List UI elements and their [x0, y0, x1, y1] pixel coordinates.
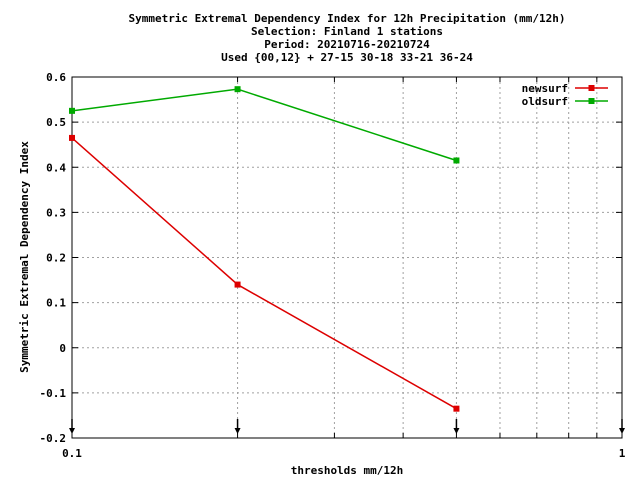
threshold-markers — [69, 419, 625, 434]
legend-entry-newsurf: newsurf — [522, 82, 608, 95]
legend-marker — [588, 98, 595, 104]
series-line-oldsurf — [71, 88, 457, 162]
x-axis: 0.1 1 — [62, 77, 626, 460]
y-tick-label: 0.5 — [46, 116, 66, 129]
series-line-newsurf — [71, 137, 457, 410]
legend-label: oldsurf — [522, 95, 568, 108]
data-point-oldsurf — [453, 157, 460, 164]
x-tick-label: 0.1 — [62, 447, 82, 460]
legend-entry-oldsurf: oldsurf — [522, 95, 608, 108]
y-tick-label: -0.2 — [40, 432, 67, 445]
title-line: Used {00,12} + 27-15 30-18 33-21 36-24 — [221, 51, 473, 64]
title-line: Selection: Finland 1 stations — [251, 25, 443, 38]
grid — [72, 77, 622, 438]
threshold-marker — [453, 419, 460, 434]
data-point-oldsurf — [234, 86, 241, 93]
x-tick-label: 1 — [619, 447, 626, 460]
y-tick-label: 0.6 — [46, 71, 66, 84]
y-tick-label: 0.2 — [46, 252, 66, 265]
series-lines — [69, 86, 460, 412]
threshold-marker — [619, 419, 625, 434]
y-tick-label: -0.1 — [40, 387, 67, 400]
y-tick-label: 0.1 — [46, 297, 66, 310]
title-line: Period: 20210716-20210724 — [264, 38, 430, 51]
data-point-oldsurf — [69, 107, 75, 114]
y-tick-label: 0.3 — [46, 206, 66, 219]
y-axis: -0.2 -0.1 0 0.1 0.2 0.3 0.4 0.5 0.6 — [40, 71, 622, 445]
y-tick-label: 0.4 — [46, 161, 66, 174]
data-point-newsurf — [453, 405, 460, 412]
threshold-marker — [69, 419, 75, 434]
legend-marker — [588, 85, 595, 91]
threshold-marker — [234, 419, 241, 434]
data-point-newsurf — [234, 281, 241, 288]
y-axis-label: Symmetric Extremal Dependency Index — [18, 141, 31, 373]
title-line: Symmetric Extremal Dependency Index for … — [128, 12, 565, 25]
legend-label: newsurf — [522, 82, 568, 95]
chart-title: Symmetric Extremal Dependency Index for … — [128, 12, 565, 64]
data-point-newsurf — [69, 134, 75, 141]
x-axis-label: thresholds mm/12h — [291, 464, 404, 477]
y-tick-label: 0 — [59, 342, 66, 355]
